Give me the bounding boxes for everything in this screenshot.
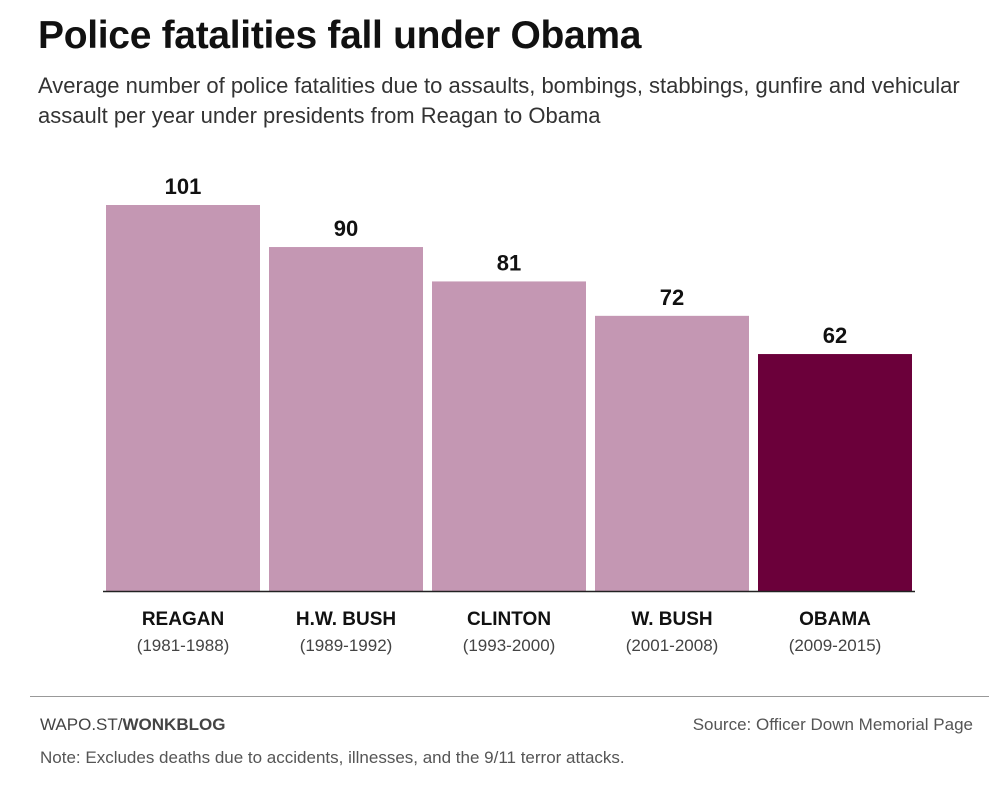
source-text: Source: Officer Down Memorial Page [692,715,973,734]
category-sublabel: (2009-2015) [789,636,882,655]
category-label: H.W. BUSH [296,609,396,630]
category-label: OBAMA [799,609,871,630]
bar-w-bush [595,315,749,591]
category-sublabel: (1993-2000) [463,636,556,655]
chart-title: Police fatalities fall under Obama [38,14,642,57]
data-label: 90 [334,216,358,241]
data-label: 101 [165,174,202,199]
category-sublabel: (1981-1988) [137,636,230,655]
bar-chart: 101 REAGAN (1981-1988) 90 H.W. BUSH (1989-199… [103,174,915,655]
category-sublabel: (2001-2008) [626,636,719,655]
note-text: Note: Excludes deaths due to accidents, … [40,748,625,767]
data-label: 81 [497,250,521,275]
bar-clinton [432,281,586,591]
data-label: 62 [823,323,847,348]
category-label: W. BUSH [631,609,712,630]
footer-divider [30,696,989,697]
credit-link[interactable]: WAPO.ST/WONKBLOG [40,715,225,735]
chart-subtitle: Average number of police fatalities due … [38,73,960,128]
bar-h-w-bush [269,247,423,591]
category-sublabel: (1989-1992) [300,636,393,655]
credit-prefix: WAPO.ST/ [40,715,123,734]
bar-reagan [106,205,260,591]
credit-brand: WONKBLOG [122,715,226,734]
category-label: REAGAN [142,609,224,630]
bar-obama [758,354,912,591]
category-label: CLINTON [467,609,551,630]
data-label: 72 [660,285,684,310]
